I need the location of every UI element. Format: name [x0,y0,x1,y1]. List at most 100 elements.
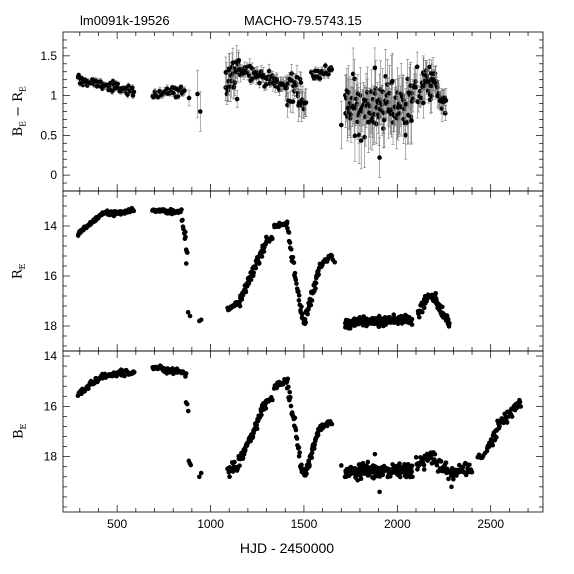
data-point [224,70,230,75]
data-point [413,455,419,460]
data-point [497,423,502,429]
data-point [237,463,242,468]
data-point [323,63,328,68]
data-point [263,406,269,411]
data-point [254,422,259,428]
data-point [299,304,304,309]
data-point [317,76,323,81]
ylabel-color-sub1: E [18,120,28,127]
data-point [285,376,291,382]
data-point [183,371,189,376]
data-point [402,461,407,467]
data-point [288,247,294,252]
data-point [126,83,131,89]
data-point [420,309,425,315]
panel-red: 14 16 18 [44,190,544,352]
y-tick-label-color: 0 [50,168,57,182]
data-point [311,446,317,451]
data-point [297,76,303,82]
data-point [377,155,382,160]
data-point [358,476,364,482]
data-point [356,132,362,138]
data-point [197,474,202,480]
y-tick-label-blue: 18 [44,450,58,464]
data-point [404,101,409,107]
data-point [405,76,410,82]
data-point [316,272,321,277]
data-point [358,138,364,143]
data-point [303,320,308,325]
data-point [292,415,298,421]
data-point [449,484,454,490]
x-tick-label: 1000 [197,517,224,531]
x-tick-label: 2500 [477,517,504,531]
data-point [416,314,422,320]
data-point [329,67,335,72]
x-tick-label: 2000 [384,517,411,531]
data-point [381,126,386,131]
data-point [171,90,176,96]
data-point [397,111,402,116]
data-point [288,395,293,400]
data-point [254,426,260,432]
data-point [354,101,360,106]
data-point [186,95,192,101]
data-point [188,462,194,468]
data-point [410,474,415,480]
data-point [233,66,239,72]
panel-blue: 14 16 18 [44,349,544,513]
data-points-red [75,205,452,331]
ylabel-blue-base: B [10,429,26,439]
data-point [239,297,245,302]
data-point [433,290,438,296]
data-point [251,270,256,276]
data-point [362,134,367,140]
data-point [296,453,302,459]
data-point [467,462,472,468]
data-point [469,469,475,475]
data-point [397,474,403,480]
data-point [308,302,314,308]
data-point [313,286,318,291]
data-point [413,84,419,90]
panel-frame-red [62,190,544,352]
data-point [304,471,309,476]
data-point [259,254,265,259]
data-point [298,80,304,85]
data-point [185,250,190,255]
data-point [456,462,462,468]
object-id-label: lm0091k-19526 [80,13,170,28]
data-point [286,384,291,390]
data-point [490,442,496,448]
data-point [296,289,301,294]
data-point [179,207,184,212]
data-point [243,289,249,295]
data-point [372,65,378,71]
data-point [307,462,312,468]
panel-frame-blue [62,350,544,513]
data-point [421,100,426,106]
data-point [517,399,523,405]
data-point [231,84,237,89]
data-point [409,463,415,469]
data-point [122,373,127,379]
data-point [355,477,360,483]
data-point [403,132,409,138]
data-point [264,82,269,87]
data-point [338,463,344,468]
data-point [306,458,311,464]
data-point [434,462,440,468]
ylabel-color-mid: − R [10,92,26,121]
data-points-color [75,45,449,178]
y-tick-label-blue: 14 [44,349,58,363]
data-point [325,423,330,429]
data-point [294,436,300,441]
data-point [178,84,184,90]
data-point [198,317,204,323]
data-point [372,451,378,457]
data-point [405,120,410,125]
data-point [379,102,385,108]
y-tick-label-red: 18 [44,319,58,333]
data-point [301,106,307,112]
data-point [409,118,414,123]
